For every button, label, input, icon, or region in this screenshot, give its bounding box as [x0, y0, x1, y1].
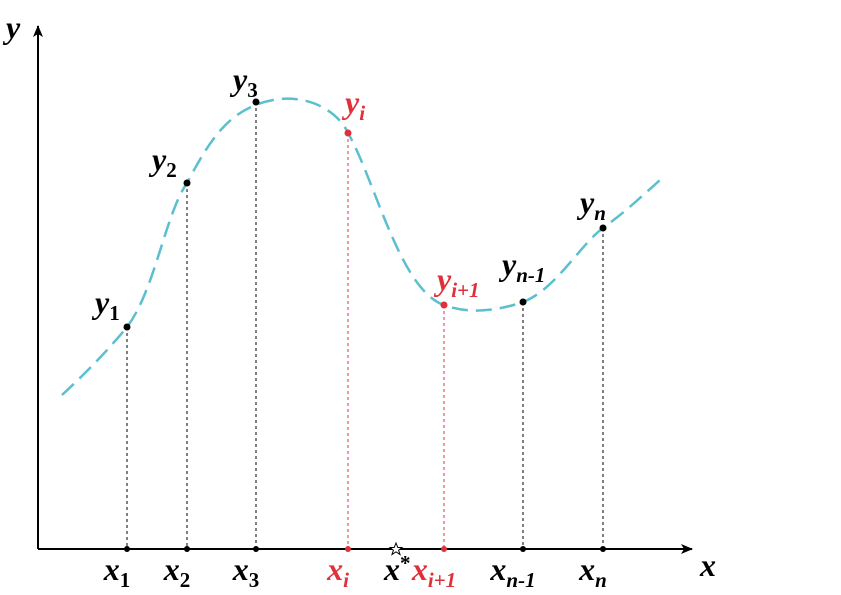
axis-point: [345, 546, 351, 552]
data-point: [440, 301, 448, 309]
x-label: xn-1: [489, 551, 535, 592]
y-axis-label: y: [2, 9, 21, 45]
y-label-sub: 1: [109, 301, 120, 325]
x-label-sub: n-1: [506, 568, 535, 592]
x-label: xn: [578, 551, 607, 592]
y-label: yi+1: [433, 261, 480, 302]
x-label-sub: 1: [120, 568, 131, 592]
axis-point: [441, 546, 447, 552]
data-point: [519, 298, 527, 306]
query-label: x*: [383, 551, 411, 587]
y-label: y2: [148, 141, 177, 182]
x-label-sub: n: [595, 568, 607, 592]
data-point: [344, 129, 352, 137]
y-label: y1: [91, 284, 120, 325]
x-axis-label: x: [699, 547, 716, 583]
axis-point: [600, 546, 606, 552]
y-label: y3: [229, 61, 258, 102]
y-label: yn: [576, 184, 606, 225]
y-label: yi: [341, 84, 365, 125]
y-label-base: y: [91, 284, 110, 320]
y-label-sub: n: [594, 201, 606, 225]
query-mark: *: [400, 551, 411, 575]
x-label: x2: [163, 551, 191, 592]
y-label-base: y: [229, 61, 248, 97]
x-label: xi+1: [411, 551, 456, 592]
x-label-sub: 2: [180, 568, 191, 592]
y-label-base: y: [433, 261, 452, 297]
x-label-base: x: [103, 551, 120, 587]
y-label-base: y: [498, 246, 517, 282]
data-point: [183, 179, 191, 187]
y-label: yn-1: [498, 246, 545, 287]
y-label-base: y: [341, 84, 360, 120]
x-label-sub: i+1: [428, 568, 456, 592]
x-label: x3: [232, 551, 260, 592]
data-point: [252, 98, 260, 106]
x-label-base: x: [163, 551, 180, 587]
x-label: xi: [326, 551, 349, 592]
y-label-sub: i: [359, 101, 365, 125]
axis-point: [253, 546, 259, 552]
x-label-sub: 3: [249, 568, 260, 592]
x-label: x1: [103, 551, 131, 592]
query-star: [388, 541, 404, 556]
x-label-base: x: [232, 551, 249, 587]
query-base: x: [383, 551, 400, 587]
y-label-sub: 3: [247, 78, 258, 102]
x-label-base: x: [411, 551, 428, 587]
data-point: [599, 224, 607, 232]
axis-point: [124, 546, 130, 552]
y-label-sub: 2: [166, 158, 177, 182]
data-point: [123, 323, 131, 331]
y-label-sub: i+1: [451, 278, 479, 302]
x-label-base: x: [489, 551, 506, 587]
y-label-base: y: [148, 141, 167, 177]
x-label-base: x: [326, 551, 343, 587]
y-label-sub: n-1: [516, 263, 545, 287]
axis-point: [184, 546, 190, 552]
axis-point: [520, 546, 526, 552]
x-label-sub: i: [343, 568, 349, 592]
x-label-base: x: [578, 551, 595, 587]
y-label-base: y: [576, 184, 595, 220]
